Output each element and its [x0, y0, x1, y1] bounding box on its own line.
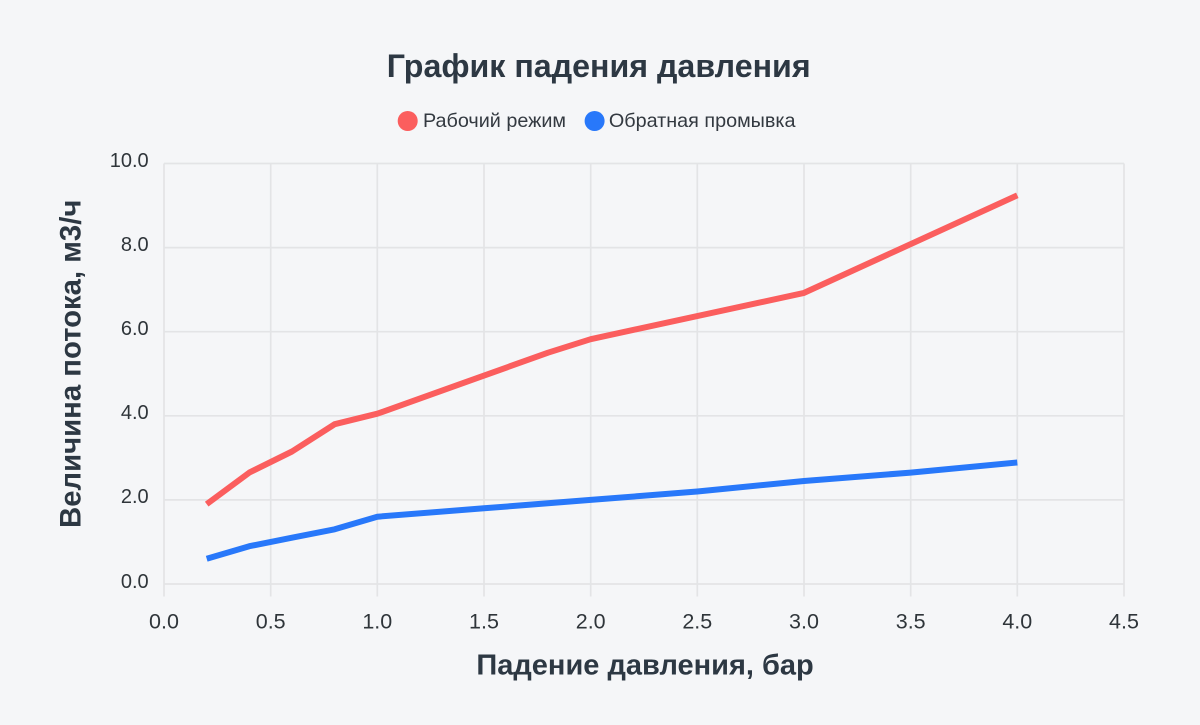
svg-text:Величина потока, м3/ч: Величина потока, м3/ч	[54, 200, 87, 528]
svg-text:0.0: 0.0	[121, 571, 149, 593]
svg-text:4.5: 4.5	[1109, 609, 1139, 633]
svg-text:6.0: 6.0	[121, 318, 149, 340]
svg-text:4.0: 4.0	[1002, 609, 1032, 633]
svg-text:1.5: 1.5	[469, 609, 499, 633]
svg-text:Обратная промывка: Обратная промывка	[609, 110, 796, 132]
svg-text:2.0: 2.0	[576, 609, 606, 633]
svg-text:3.0: 3.0	[789, 609, 819, 633]
svg-text:0.5: 0.5	[256, 609, 286, 633]
svg-text:0.0: 0.0	[149, 609, 179, 633]
svg-text:График падения давления: График падения давления	[387, 48, 811, 84]
svg-text:2.5: 2.5	[682, 609, 712, 633]
svg-text:8.0: 8.0	[121, 234, 149, 256]
svg-text:2.0: 2.0	[121, 486, 149, 508]
svg-text:3.5: 3.5	[896, 609, 926, 633]
svg-text:Рабочий режим: Рабочий режим	[423, 110, 566, 132]
svg-text:1.0: 1.0	[362, 609, 392, 633]
svg-text:10.0: 10.0	[110, 150, 149, 172]
svg-text:4.0: 4.0	[121, 402, 149, 424]
svg-text:Падение давления, бар: Падение давления, бар	[476, 649, 813, 681]
